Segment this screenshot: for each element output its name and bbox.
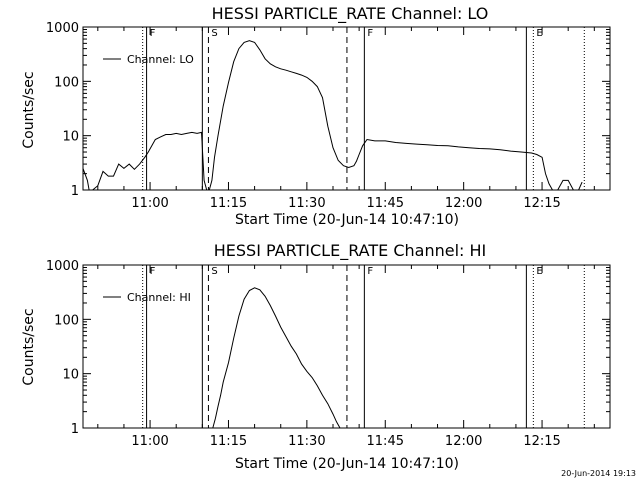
x-tick-label: 11:15 [210, 434, 247, 449]
x-tick-label: 11:00 [131, 434, 168, 449]
marker-label: F [367, 28, 373, 39]
x-tick-label: 12:15 [523, 434, 560, 449]
marker-label: S [211, 266, 217, 277]
footer-timestamp: 20-Jun-2014 19:13 [561, 469, 636, 478]
marker-label: E [536, 266, 542, 277]
x-tick-label: 12:15 [523, 196, 560, 211]
chart-title: HESSI PARTICLE_RATE Channel: LO [212, 4, 489, 24]
x-axis-label: Start Time (20-Jun-14 10:47:10) [235, 456, 459, 472]
x-tick-label: 12:00 [445, 196, 482, 211]
y-axis-label: Counts/sec [21, 71, 37, 148]
x-tick-label: 11:30 [288, 196, 325, 211]
legend-label: Channel: HI [127, 291, 191, 304]
panel-lo: HESSI PARTICLE_RATE Channel: LO Counts/s… [21, 4, 611, 228]
x-tick-label: 11:45 [367, 434, 404, 449]
x-tick-label: 11:45 [367, 196, 404, 211]
marker-label: E [536, 28, 542, 39]
marker-label: S [211, 28, 217, 39]
y-tick-label: 100 [54, 75, 79, 90]
series-line [82, 40, 583, 191]
x-axis-label: Start Time (20-Jun-14 10:47:10) [235, 212, 459, 228]
y-tick-label: 1000 [46, 259, 79, 274]
marker-label: F [150, 266, 156, 277]
x-tick-label: 12:00 [445, 434, 482, 449]
y-tick-label: 10 [62, 368, 79, 383]
panel-hi: HESSI PARTICLE_RATE Channel: HI Counts/s… [21, 241, 611, 472]
y-axis-label: Counts/sec [21, 308, 37, 385]
y-tick-label: 1 [71, 184, 79, 199]
y-tick-label: 100 [54, 313, 79, 328]
series-line [212, 287, 341, 429]
x-tick-label: 11:30 [288, 434, 325, 449]
marker-label: F [150, 28, 156, 39]
y-tick-label: 10 [62, 130, 79, 145]
legend-label: Channel: LO [127, 53, 194, 66]
y-tick-label: 1000 [46, 21, 79, 36]
chart-title: HESSI PARTICLE_RATE Channel: HI [214, 241, 487, 261]
y-tick-label: 1 [71, 422, 79, 437]
marker-label: F [367, 266, 373, 277]
x-tick-label: 11:00 [131, 196, 168, 211]
x-tick-label: 11:15 [210, 196, 247, 211]
